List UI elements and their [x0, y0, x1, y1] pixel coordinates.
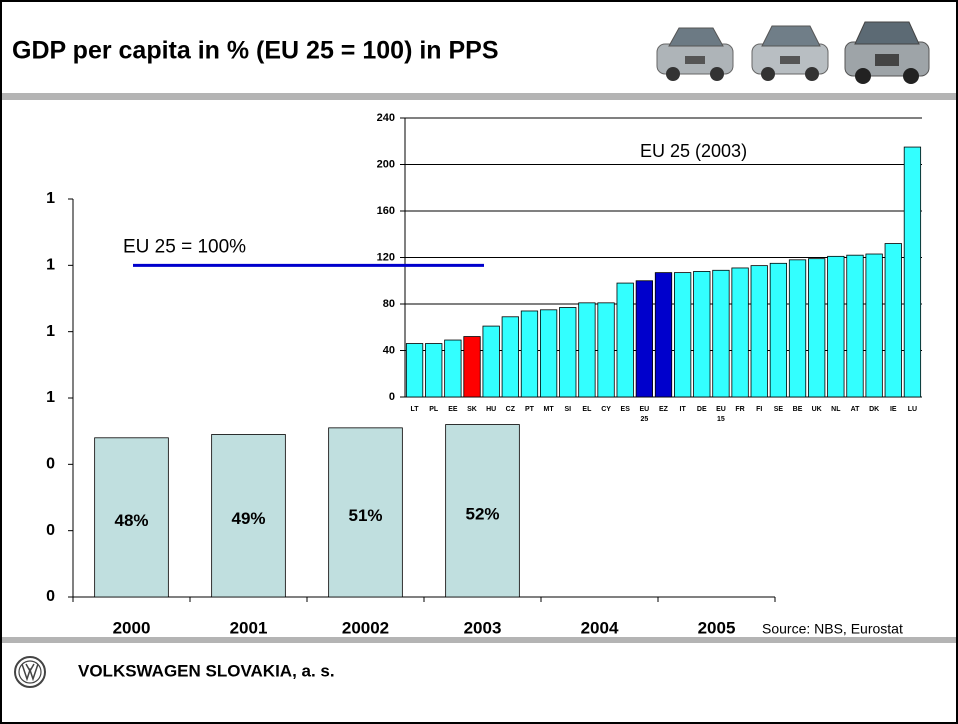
y-tick-label: 40 — [383, 344, 395, 356]
bar — [847, 255, 863, 397]
bar — [483, 326, 499, 397]
company-name: VOLKSWAGEN SLOVAKIA, a. s. — [78, 661, 335, 680]
bar — [674, 273, 690, 397]
bar — [770, 263, 786, 397]
bar — [808, 259, 824, 397]
bar — [540, 310, 556, 397]
x-tick-label: EZ — [659, 406, 669, 413]
bar — [694, 271, 710, 397]
bar — [828, 256, 844, 397]
y-tick-label: 0 — [389, 391, 395, 403]
bar — [885, 244, 901, 397]
x-tick-label: SK — [467, 406, 477, 413]
x-tick-label: 2003 — [464, 618, 502, 637]
x-tick-label: FI — [756, 406, 762, 413]
x-tick-label: EL — [582, 406, 592, 413]
x-tick-label: LU — [908, 406, 917, 413]
bar — [445, 340, 461, 397]
bar — [636, 281, 652, 397]
y-tick-label: 1 — [46, 389, 55, 406]
vw-logo — [15, 657, 45, 687]
x-tick-label: PL — [429, 406, 439, 413]
bar — [904, 147, 920, 397]
bar — [713, 270, 729, 397]
x-tick-label: IT — [680, 406, 687, 413]
slide-title: GDP per capita in % (EU 25 = 100) in PPS — [12, 37, 499, 65]
x-tick-label: FR — [735, 406, 744, 413]
x-tick-label: MT — [544, 406, 555, 413]
bar — [464, 337, 480, 397]
bar — [598, 303, 614, 397]
y-tick-label: 0 — [46, 588, 55, 605]
y-tick-label: 1 — [46, 190, 55, 207]
x-tick-label: ES — [621, 406, 631, 413]
x-tick-label: 2004 — [581, 618, 619, 637]
y-tick-label: 0 — [46, 456, 55, 473]
y-tick-label: 160 — [377, 205, 395, 217]
bar — [502, 317, 518, 397]
bar — [560, 307, 576, 397]
x-tick-label: SE — [774, 406, 784, 413]
x-tick-label: IE — [890, 406, 897, 413]
slide: GDP per capita in % (EU 25 = 100) in PPS… — [0, 0, 958, 724]
x-tick-label: 2000 — [113, 618, 151, 637]
bar — [521, 311, 537, 397]
chart-title: EU 25 (2003) — [640, 141, 747, 161]
x-tick-label: LT — [411, 406, 420, 413]
y-tick-label: 1 — [46, 323, 55, 340]
x-tick-label: 2001 — [230, 618, 268, 637]
value-label: 48% — [114, 511, 148, 530]
header-separator — [2, 93, 956, 100]
bar — [617, 283, 633, 397]
bar — [406, 344, 422, 397]
x-tick-label: EE — [448, 406, 458, 413]
value-label: 52% — [465, 504, 499, 523]
x-tick-label: DK — [869, 406, 879, 413]
bar — [866, 254, 882, 397]
bar — [425, 344, 441, 397]
x-tick-label: PT — [525, 406, 535, 413]
footer-separator — [2, 637, 956, 643]
x-tick-label: CY — [601, 406, 611, 413]
y-tick-label: 240 — [377, 112, 395, 124]
x-tick-label: AT — [851, 406, 861, 413]
bar — [751, 266, 767, 397]
x-tick-label: CZ — [506, 406, 516, 413]
x-tick-label: DE — [697, 406, 707, 413]
reference-label: EU 25 = 100% — [123, 236, 246, 257]
value-label: 51% — [348, 506, 382, 525]
y-tick-label: 200 — [377, 158, 395, 170]
bar — [655, 273, 671, 397]
source-note: Source: NBS, Eurostat — [762, 621, 903, 637]
x-tick-label: HU — [486, 406, 496, 413]
y-tick-label: 80 — [383, 298, 395, 310]
y-tick-label: 1 — [46, 257, 55, 274]
bar — [732, 268, 748, 397]
bar — [579, 303, 595, 397]
x-tick-label: SI — [564, 406, 571, 413]
x-tick-label: BE — [793, 406, 803, 413]
x-tick-label: NL — [831, 406, 841, 413]
x-tick-label: UK — [812, 406, 822, 413]
bar — [789, 260, 805, 397]
value-label: 49% — [231, 509, 265, 528]
y-tick-label: 120 — [377, 251, 395, 263]
y-tick-label: 0 — [46, 522, 55, 539]
x-tick-label: 20002 — [342, 618, 389, 637]
x-tick-label: 2005 — [698, 618, 736, 637]
